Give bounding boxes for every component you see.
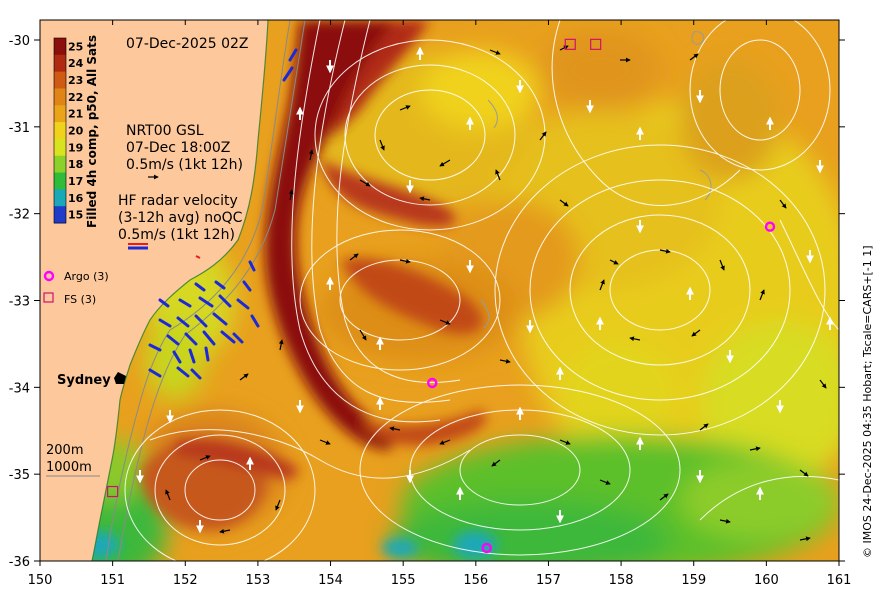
colorbar-tick-label: 16 — [68, 192, 84, 205]
argo-legend-icon — [43, 270, 55, 282]
y-tick-label: -30 — [9, 34, 30, 49]
x-tick-label: 150 — [28, 573, 53, 588]
x-tick-label: 155 — [391, 573, 416, 588]
colorbar-swatch — [54, 105, 66, 123]
x-tick-label: 157 — [536, 573, 561, 588]
x-tick-label: 153 — [245, 573, 270, 588]
nrt-label-1: NRT00 GSL — [126, 123, 204, 139]
colorbar-tick-label: 17 — [68, 175, 83, 188]
x-tick-label: 161 — [827, 573, 852, 588]
colorbar-tick-label: 18 — [68, 158, 83, 171]
fs-station-marker — [564, 38, 576, 50]
credit-label: © IMOS 24-Dec-2025 04:35 Hobart; Tscale=… — [861, 245, 874, 558]
nrt-label-2: 07-Dec 18:00Z — [126, 140, 230, 156]
argo-float-marker — [427, 377, 438, 389]
colorbar-tick-label: 15 — [68, 209, 83, 222]
hf-radar-label-1: HF radar velocity — [118, 193, 238, 209]
colorbar-swatch — [54, 172, 66, 190]
y-tick-label: -35 — [9, 468, 30, 483]
y-tick-label: -32 — [9, 208, 30, 223]
hf-radar-label-2: (3-12h avg) noQC — [118, 210, 243, 226]
colorbar-swatch — [54, 155, 66, 174]
sydney-marker — [114, 372, 126, 384]
x-tick-label: 152 — [173, 573, 198, 588]
timestamp-label: 07-Dec-2025 02Z — [126, 36, 249, 52]
colorbar-swatch — [54, 206, 66, 224]
y-tick-label: -33 — [9, 295, 30, 310]
x-tick-label: 159 — [681, 573, 706, 588]
x-tick-label: 156 — [463, 573, 488, 588]
fs-station-marker — [107, 485, 119, 498]
land-australia — [40, 20, 268, 561]
fs-legend-label: FS (3) — [64, 293, 96, 306]
x-tick-label: 151 — [100, 573, 125, 588]
sst-field — [40, 20, 839, 561]
isobath-200-label: 200m — [46, 443, 83, 458]
plot-frame — [39, 19, 840, 562]
colorbar-label: Filled 4h comp, p50, All Sats — [85, 35, 99, 228]
colorbar-swatch — [54, 138, 66, 157]
x-tick-label: 158 — [609, 573, 634, 588]
y-tick-label: -36 — [9, 555, 30, 570]
y-tick-label: -31 — [9, 121, 30, 136]
colorbar-tick-label: 20 — [68, 125, 84, 138]
colorbar-tick-label: 21 — [68, 108, 83, 121]
argo-float-marker — [764, 221, 776, 232]
colorbar-swatch — [54, 88, 66, 106]
colorbar: 25 24 23 22 21 20 19 18 17 16 15 Filled 4h comp, p… — [53, 35, 99, 228]
argo-legend-label: Argo (3) — [64, 270, 109, 283]
argo-floats — [427, 221, 776, 554]
y-tick-label: -34 — [9, 381, 30, 396]
fs-stations — [107, 38, 602, 498]
x-tick-label: 154 — [318, 573, 343, 588]
colorbar-tick-label: 23 — [68, 74, 83, 87]
x-tick-label: 160 — [754, 573, 779, 588]
isobath-1000-label: 1000m — [46, 460, 92, 475]
colorbar-swatch — [54, 54, 66, 73]
argo-float-marker — [481, 542, 492, 554]
y-axis: -30 -31 -32 -33 -34 -35 -36 — [9, 34, 845, 570]
colorbar-swatch — [54, 38, 66, 56]
fs-legend-icon — [43, 292, 54, 303]
colorbar-tick-label: 19 — [68, 141, 83, 154]
colorbar-tick-label: 24 — [68, 57, 84, 70]
colorbar-swatch — [54, 189, 66, 207]
fs-station-marker — [590, 38, 602, 50]
city-label: Sydney — [57, 373, 111, 388]
nrt-label-3: 0.5m/s (1kt 12h) — [126, 157, 243, 173]
hf-radar-label-3: 0.5m/s (1kt 12h) — [118, 227, 235, 243]
colorbar-tick-label: 22 — [68, 91, 83, 104]
hf-radar-scale-arrows — [128, 243, 148, 250]
colorbar-swatch — [54, 122, 66, 140]
colorbar-tick-label: 25 — [68, 40, 83, 53]
x-axis: 150 151 152 153 154 155 156 157 158 159 160 161 — [28, 20, 852, 588]
colorbar-swatch — [54, 71, 66, 89]
